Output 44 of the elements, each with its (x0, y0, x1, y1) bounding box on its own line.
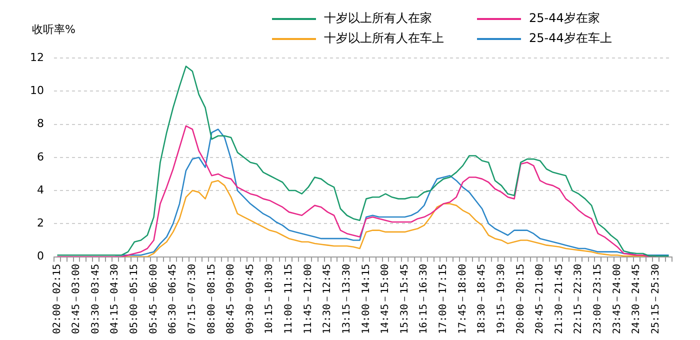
x-tick-label: 15:30－15:45 (399, 264, 410, 334)
x-tick-label: 23:45－24:00 (612, 264, 623, 334)
x-tick-label: 08:45－09:00 (226, 264, 237, 334)
x-tick-label: 07:15－07:30 (187, 264, 198, 334)
x-tick-label: 21:30－21:45 (554, 264, 565, 334)
x-tick-label: 12:30－12:45 (322, 264, 334, 334)
x-tick-label: 02:45－03:00 (71, 264, 82, 334)
x-tick-label: 14:00－14:15 (360, 264, 372, 334)
x-tick-label: 22:15－22:30 (573, 264, 584, 334)
x-tick-label: 09:30－09:45 (244, 264, 256, 334)
x-tick-label: 13:15－13:30 (342, 264, 352, 334)
y-tick-label: 2 (36, 216, 44, 230)
x-tick-label: 05:45－06:00 (148, 264, 160, 334)
x-tick-label: 03:30－03:45 (90, 264, 102, 334)
x-tick-label: 06:30－06:45 (168, 264, 179, 334)
legend-label: 十岁以上所有人在车上 (324, 30, 444, 47)
x-tick-label: 19:15－19:30 (496, 264, 507, 334)
x-tick-label: 11:45－12:00 (302, 264, 314, 334)
x-tick-label: 20:45－21:00 (534, 264, 546, 334)
x-tick-label: 05:00－05:15 (129, 264, 140, 334)
x-tick-label: 20:00－20:15 (515, 264, 526, 334)
legend-label: 十岁以上所有人在家 (324, 10, 432, 27)
y-axis-title: 收听率% (32, 22, 76, 37)
legend-label: 25-44岁在家 (529, 10, 600, 27)
y-tick-label: 4 (36, 183, 44, 196)
y-tick-label: 6 (36, 150, 44, 164)
x-tick-label: 04:15－04:30 (110, 264, 121, 334)
x-tick-label: 25:15－25:30 (650, 264, 662, 334)
y-tick-label: 12 (30, 50, 44, 64)
x-tick-label: 17:45－18:00 (457, 264, 468, 334)
x-tick-label: 08:00－08:15 (206, 264, 218, 334)
x-tick-label: 02:00－02:15 (52, 264, 63, 334)
x-tick-label: 14:45－15:00 (380, 264, 392, 334)
x-tick-label: 23:00－23:15 (592, 264, 604, 334)
x-tick-label: 11:00－11:15 (284, 264, 295, 334)
y-tick-label: 10 (30, 84, 44, 97)
y-tick-label: 8 (36, 117, 44, 130)
x-tick-label: 24:30－24:45 (631, 264, 642, 334)
y-tick-label: 0 (36, 250, 44, 263)
x-tick-label: 10:15－10:30 (264, 264, 276, 334)
legend-label: 25-44岁在车上 (529, 30, 612, 47)
x-tick-label: 18:30－18:45 (476, 264, 488, 334)
x-tick-label: 16:15－16:30 (418, 264, 430, 334)
x-tick-label: 17:00－17:15 (438, 264, 450, 334)
